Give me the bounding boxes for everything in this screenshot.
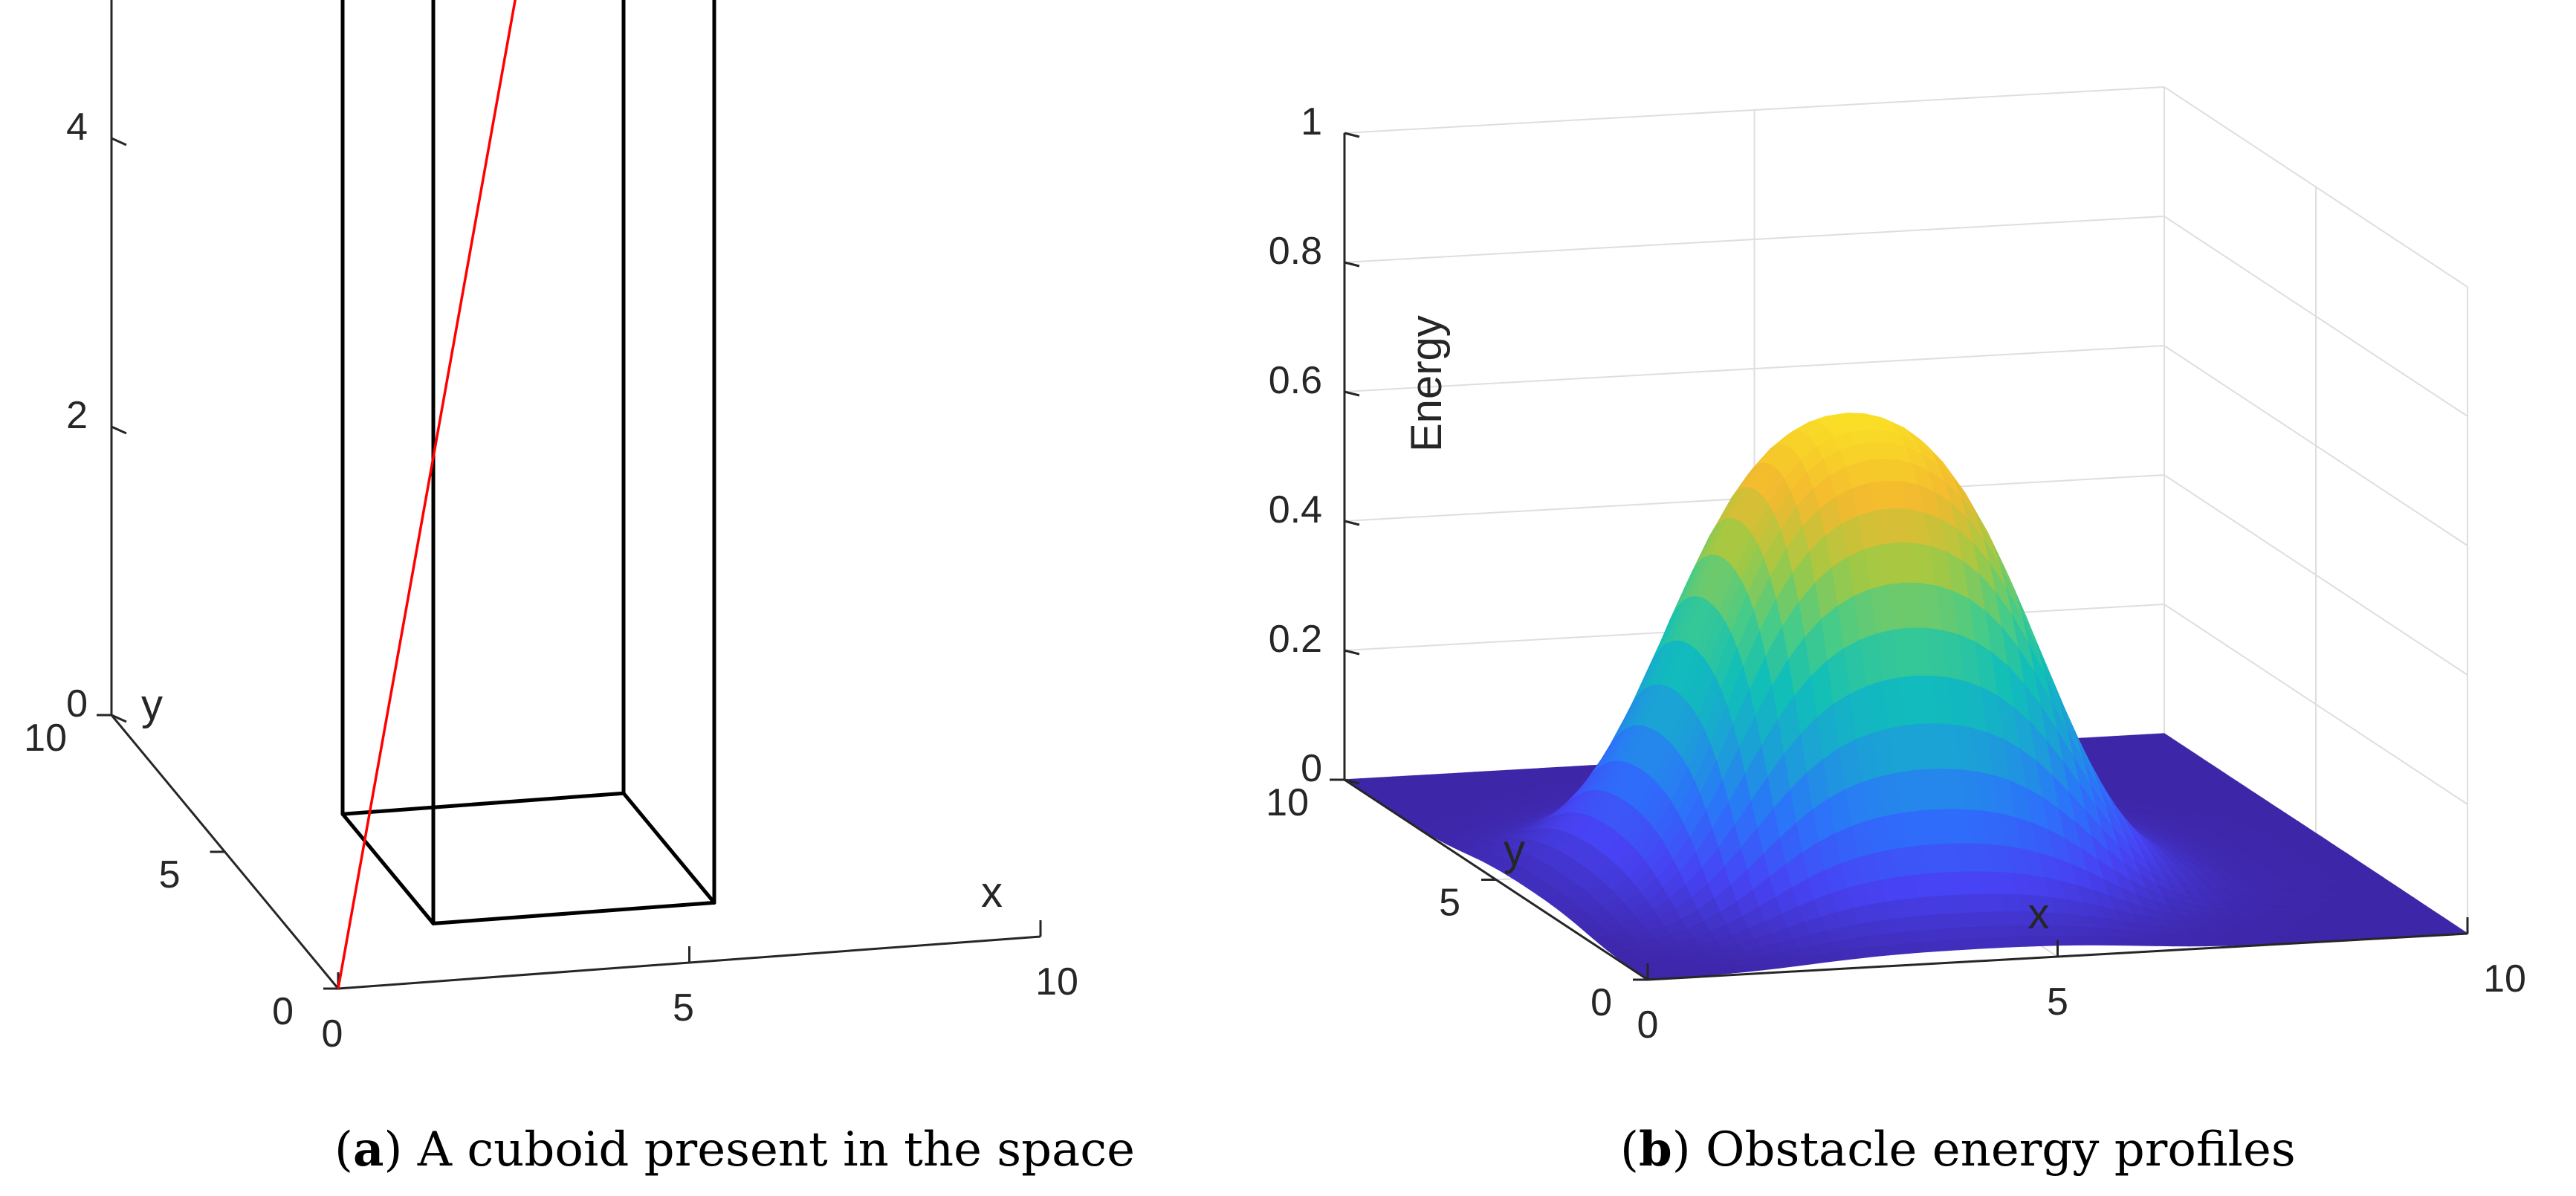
x-tick-label: 5 bbox=[673, 986, 694, 1029]
caption-b-label: b bbox=[1639, 1122, 1672, 1177]
z-tick-label: 0.2 bbox=[1269, 618, 1322, 661]
y-axis-label: y bbox=[1504, 827, 1525, 875]
z-tick-mark bbox=[1344, 520, 1360, 526]
x-tick-label: 5 bbox=[2047, 980, 2068, 1024]
caption-b-text: Obstacle energy profiles bbox=[1691, 1122, 2296, 1177]
z-tick-label: 0.6 bbox=[1269, 359, 1322, 402]
x-axis-label: x bbox=[2028, 890, 2050, 938]
caption-a: (a) A cuboid present in the space bbox=[334, 1122, 1135, 1177]
z-tick-label: 0 bbox=[66, 682, 88, 725]
z-tick-label: 1 bbox=[1301, 100, 1322, 143]
y-tick-label: 10 bbox=[1266, 781, 1309, 824]
z-tick-mark bbox=[111, 714, 127, 723]
x-tick-label: 0 bbox=[1637, 1003, 1659, 1047]
caption-a-label: a bbox=[353, 1122, 384, 1177]
cuboid-edge bbox=[340, 791, 626, 816]
surface bbox=[1343, 413, 2469, 980]
z-tick-mark bbox=[1344, 649, 1360, 656]
cuboid-edge bbox=[340, 812, 436, 925]
x-tick-label: 10 bbox=[1035, 960, 1078, 1003]
cuboid-edge bbox=[621, 791, 716, 905]
x-tick-label: 0 bbox=[322, 1012, 343, 1056]
caption-b: (b) Obstacle energy profiles bbox=[1620, 1122, 2296, 1177]
z-tick-mark bbox=[111, 137, 127, 146]
y-tick-label: 0 bbox=[1590, 981, 1612, 1024]
z-tick-label: 2 bbox=[66, 394, 88, 437]
ray-line bbox=[337, 0, 517, 989]
z-tick-mark bbox=[1344, 390, 1360, 397]
cuboid-edge bbox=[431, 900, 716, 925]
panel-a-cuboid-plot: 051005100246810xyz bbox=[24, 0, 1078, 1056]
z-tick-mark bbox=[1344, 261, 1360, 268]
x-axis-label: x bbox=[981, 868, 1003, 917]
z-axis-label: Energy bbox=[1402, 315, 1451, 452]
z-tick-label: 0 bbox=[1301, 747, 1322, 790]
z-tick-mark bbox=[1344, 778, 1360, 785]
z-tick-label: 0.4 bbox=[1269, 488, 1322, 531]
x-tick-label: 10 bbox=[2483, 957, 2526, 1001]
z-tick-label: 0.8 bbox=[1269, 230, 1322, 273]
y-tick-label: 5 bbox=[1439, 882, 1460, 925]
y-tick-label: 0 bbox=[272, 990, 294, 1033]
z-tick-mark bbox=[111, 425, 127, 435]
z-tick-label: 4 bbox=[66, 106, 88, 149]
caption-a-text: A cuboid present in the space bbox=[402, 1122, 1135, 1177]
z-tick-mark bbox=[1344, 132, 1360, 138]
y-tick-label: 5 bbox=[159, 853, 181, 896]
y-tick-label: 10 bbox=[24, 717, 67, 760]
y-axis-label: y bbox=[141, 681, 163, 729]
